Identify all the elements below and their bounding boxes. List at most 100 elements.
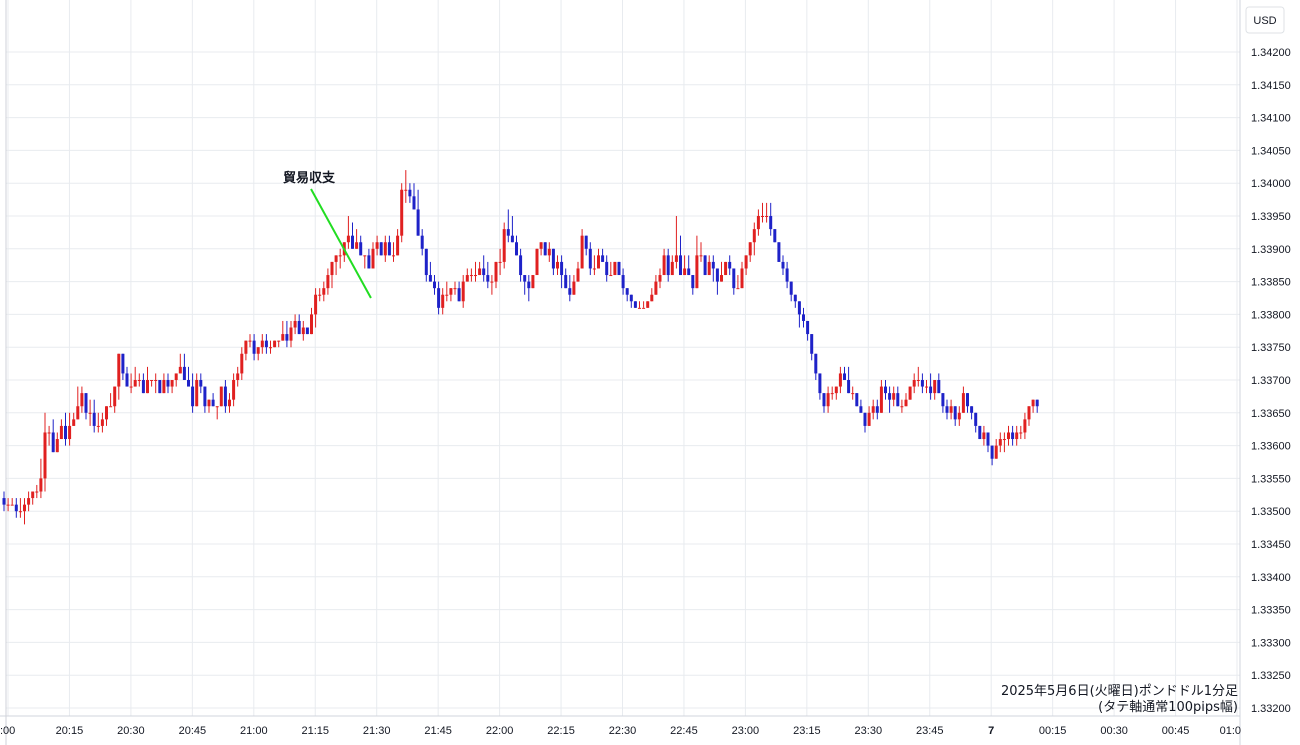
candle-body xyxy=(88,412,92,414)
candle-body xyxy=(879,386,883,413)
candle-body xyxy=(859,406,863,413)
candle xyxy=(568,275,572,302)
candle-body xyxy=(137,380,141,381)
candle xyxy=(301,320,305,341)
candle-body xyxy=(597,255,600,269)
candle-body xyxy=(601,255,605,262)
candle-body xyxy=(1035,399,1039,407)
candle-body xyxy=(572,281,576,295)
candle xyxy=(654,275,658,295)
candle xyxy=(166,373,170,394)
candle xyxy=(191,373,195,413)
candle xyxy=(137,373,141,387)
candle-body xyxy=(949,406,953,413)
candle xyxy=(974,412,978,433)
candle-body xyxy=(925,386,928,388)
candle xyxy=(728,255,732,276)
candle-body xyxy=(711,261,715,269)
candle-body xyxy=(625,288,629,295)
candle-body xyxy=(310,314,313,335)
y-tick-label: 1.33200 xyxy=(1251,703,1291,715)
candle xyxy=(843,366,846,380)
candle xyxy=(724,261,728,276)
candle-body xyxy=(96,425,100,427)
candle-body xyxy=(761,216,764,217)
candle-body xyxy=(437,288,441,308)
candle xyxy=(535,248,539,276)
candle xyxy=(773,229,777,243)
candle xyxy=(826,386,830,413)
candle xyxy=(576,261,580,282)
candle-body xyxy=(84,393,88,413)
candle xyxy=(888,386,892,413)
candle xyxy=(199,373,203,394)
x-tick-label: 22:15 xyxy=(547,725,575,737)
candle-body xyxy=(1031,399,1035,407)
grid xyxy=(6,0,1240,716)
candle-body xyxy=(961,393,965,413)
candle-body xyxy=(289,327,293,341)
candle xyxy=(855,393,859,407)
candle xyxy=(236,366,240,387)
candle-body xyxy=(670,261,674,276)
candle xyxy=(100,412,104,433)
candle xyxy=(80,386,84,413)
candle-body xyxy=(92,412,96,426)
candle xyxy=(879,380,883,413)
y-tick-label: 1.33350 xyxy=(1251,605,1291,617)
candle xyxy=(338,248,342,269)
candle-body xyxy=(650,294,654,302)
candle-body xyxy=(1011,432,1015,440)
candle xyxy=(277,340,281,348)
candle-body xyxy=(732,268,736,289)
candle xyxy=(232,373,236,407)
candle-body xyxy=(621,275,625,289)
candle xyxy=(691,275,695,295)
candle-body xyxy=(18,511,22,513)
currency-label: USD xyxy=(1253,15,1276,27)
candle-body xyxy=(1027,406,1031,420)
candle xyxy=(486,261,490,289)
candle-body xyxy=(908,386,912,400)
candle-body xyxy=(125,373,129,387)
candle xyxy=(252,334,256,361)
candle xyxy=(920,373,924,394)
candle xyxy=(633,301,637,308)
candle-body xyxy=(539,242,543,249)
candle-body xyxy=(478,268,482,276)
candle xyxy=(998,432,1002,453)
candle xyxy=(744,255,748,276)
candle xyxy=(351,222,354,249)
candle xyxy=(445,281,449,302)
candle-body xyxy=(720,275,723,282)
candle-body xyxy=(424,248,428,276)
candle xyxy=(543,242,547,256)
candle-body xyxy=(43,432,47,479)
candle xyxy=(695,235,699,289)
candle xyxy=(970,406,974,420)
candle-body xyxy=(351,235,354,249)
candle-body xyxy=(39,478,43,492)
candle-body xyxy=(633,301,637,308)
y-tick-label: 1.33950 xyxy=(1251,211,1291,223)
x-tick-label: 20:15 xyxy=(56,725,84,737)
candle-body xyxy=(281,334,285,341)
candle xyxy=(769,202,773,236)
candle xyxy=(961,386,965,413)
candle xyxy=(334,255,338,276)
candle-body xyxy=(14,504,18,512)
candle xyxy=(638,301,641,309)
candle xyxy=(27,491,31,512)
candle-body xyxy=(978,425,982,440)
candle-body xyxy=(769,216,773,230)
x-tick-label: 00:45 xyxy=(1162,725,1190,737)
candle-body xyxy=(469,275,473,277)
candle xyxy=(863,412,867,433)
candle xyxy=(642,301,646,309)
candle xyxy=(146,366,149,394)
candle xyxy=(465,268,469,282)
candle xyxy=(10,498,14,506)
candle-body xyxy=(998,439,1002,446)
candle-body xyxy=(929,386,933,394)
candle-body xyxy=(371,248,375,269)
